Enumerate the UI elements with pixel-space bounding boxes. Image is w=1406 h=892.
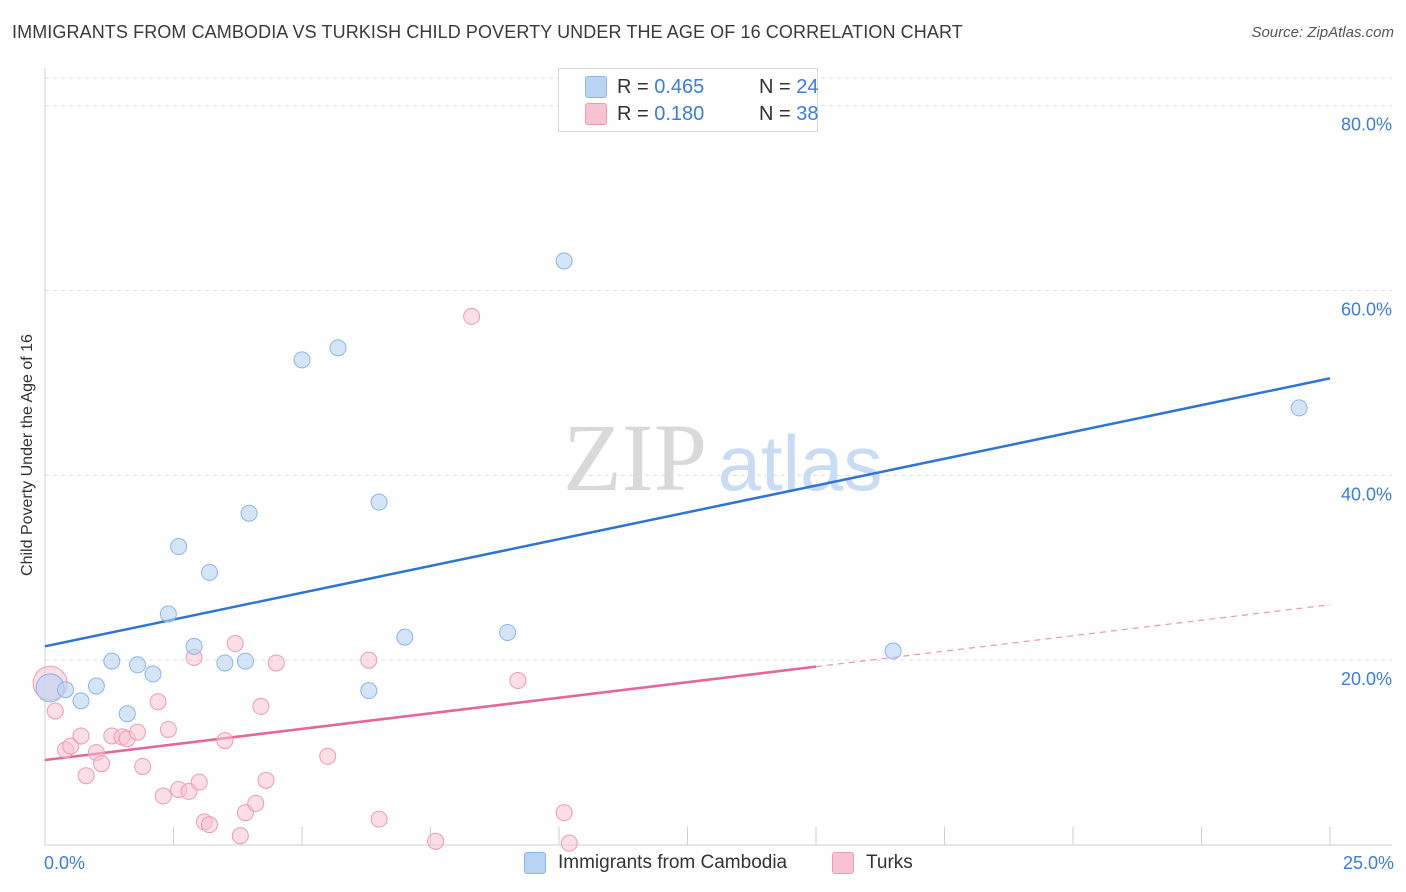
point-turks bbox=[247, 794, 265, 812]
point-cambodia bbox=[185, 637, 203, 655]
legend-r-turks: R = 0.180 bbox=[617, 102, 705, 125]
y-tick-label: 60.0% bbox=[1341, 300, 1392, 320]
point-turks bbox=[231, 827, 249, 845]
point-cambodia bbox=[144, 665, 162, 683]
point-turks bbox=[267, 654, 285, 672]
chart-title: IMMIGRANTS FROM CAMBODIA VS TURKISH CHIL… bbox=[12, 22, 963, 42]
watermark: ZIP atlas bbox=[563, 404, 882, 511]
point-turks bbox=[555, 804, 573, 822]
point-turks bbox=[360, 651, 378, 669]
point-cambodia bbox=[884, 642, 902, 660]
legend-swatch-cambodia bbox=[524, 852, 546, 874]
legend-item-cambodia: Immigrants from Cambodia bbox=[524, 852, 787, 874]
point-cambodia bbox=[1290, 399, 1308, 417]
tick-labels: 20.0% 40.0% 60.0% 80.0% 0.0% 25.0% bbox=[44, 115, 1394, 873]
point-turks bbox=[319, 747, 337, 765]
point-turks bbox=[257, 771, 275, 789]
point-turks bbox=[190, 773, 208, 791]
axes bbox=[44, 68, 1392, 846]
y-axis-label: Child Poverty Under the Age of 16 bbox=[19, 334, 36, 576]
point-cambodia bbox=[200, 563, 218, 581]
point-cambodia bbox=[118, 705, 136, 723]
point-turks bbox=[159, 720, 177, 738]
point-turks bbox=[200, 816, 218, 834]
legend-swatch-turks bbox=[832, 852, 854, 874]
correlation-legend: R = 0.465 N = 24 R = 0.180 N = 38 bbox=[558, 68, 819, 132]
legend-swatch-pink bbox=[585, 103, 607, 125]
point-turks bbox=[154, 787, 172, 805]
trend-line-turks-extrapolated bbox=[815, 604, 1331, 668]
legend-n-turks: N = 38 bbox=[759, 102, 819, 125]
point-cambodia bbox=[236, 652, 254, 670]
point-cambodia bbox=[57, 681, 75, 699]
trend-lines bbox=[44, 377, 1331, 762]
watermark-zip: ZIP bbox=[563, 404, 707, 511]
point-turks bbox=[463, 307, 481, 325]
point-turks bbox=[370, 810, 388, 828]
point-turks bbox=[216, 732, 234, 750]
point-turks bbox=[77, 767, 95, 785]
gridlines bbox=[45, 77, 1392, 661]
point-cambodia bbox=[129, 656, 147, 674]
point-turks bbox=[252, 697, 270, 715]
point-turks bbox=[509, 672, 527, 690]
point-cambodia bbox=[216, 654, 234, 672]
legend-item-turks: Turks bbox=[832, 852, 913, 874]
point-cambodia bbox=[499, 623, 517, 641]
point-cambodia bbox=[293, 351, 311, 369]
point-cambodia bbox=[555, 252, 573, 270]
series-legend: Immigrants from Cambodia Turks bbox=[0, 852, 1406, 878]
source-label: Source: ZipAtlas.com bbox=[1251, 24, 1394, 41]
point-turks bbox=[149, 693, 167, 711]
data-points bbox=[32, 252, 1308, 852]
y-tick-label: 20.0% bbox=[1341, 669, 1392, 689]
y-tick-label: 80.0% bbox=[1341, 115, 1392, 135]
point-cambodia bbox=[159, 605, 177, 623]
point-cambodia bbox=[370, 493, 388, 511]
point-turks bbox=[62, 737, 80, 755]
point-turks bbox=[129, 723, 147, 741]
legend-r-cambodia: R = 0.465 bbox=[617, 75, 705, 98]
trend-line-cambodia bbox=[44, 377, 1331, 648]
point-turks bbox=[134, 757, 152, 775]
point-cambodia bbox=[103, 652, 121, 670]
x-tick-label: 25.0% bbox=[1343, 853, 1394, 873]
point-turks bbox=[226, 635, 244, 653]
point-cambodia bbox=[170, 538, 188, 556]
point-turks bbox=[72, 727, 90, 745]
y-tick-label: 40.0% bbox=[1341, 484, 1392, 504]
point-cambodia bbox=[87, 677, 105, 695]
legend-label-turks: Turks bbox=[866, 852, 913, 873]
point-turks bbox=[93, 755, 111, 773]
point-cambodia bbox=[360, 682, 378, 700]
legend-swatch-blue bbox=[585, 76, 607, 98]
watermark-atlas: atlas bbox=[718, 419, 883, 507]
trend-line-turks bbox=[44, 665, 817, 762]
x-tick-label: 0.0% bbox=[44, 853, 85, 873]
point-turks bbox=[427, 832, 445, 850]
point-turks bbox=[46, 702, 64, 720]
point-cambodia bbox=[240, 504, 258, 522]
legend-label-cambodia: Immigrants from Cambodia bbox=[558, 852, 788, 873]
point-cambodia bbox=[329, 339, 347, 357]
legend-n-cambodia: N = 24 bbox=[759, 75, 819, 98]
point-turks bbox=[560, 834, 578, 852]
point-cambodia bbox=[72, 692, 90, 710]
point-cambodia bbox=[396, 628, 414, 646]
